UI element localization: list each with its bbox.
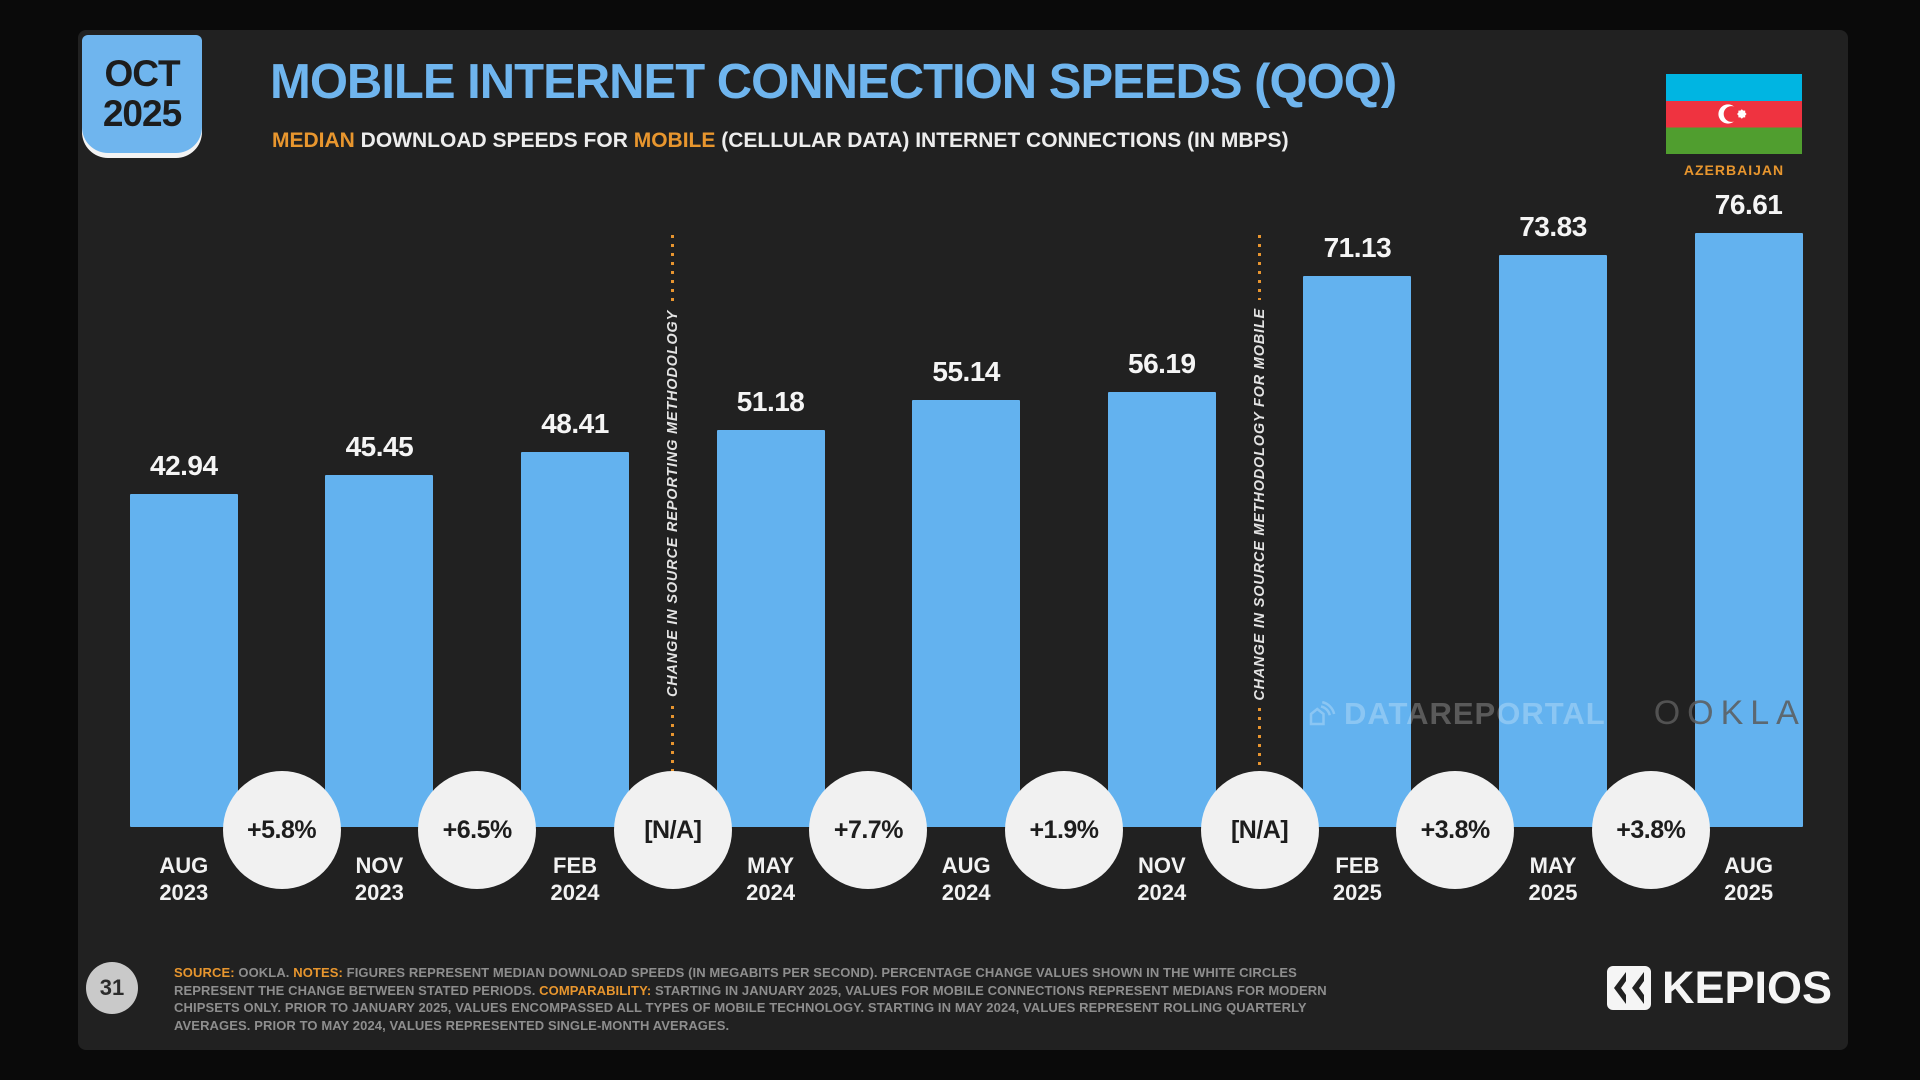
change-value: [N/A] [1230, 815, 1289, 844]
page-number-badge: 31 [86, 962, 138, 1014]
change-value: [N/A] [644, 815, 702, 844]
bar-value-label: 71.13 [1323, 231, 1392, 263]
bar [129, 494, 238, 827]
category-label: NOV 2023 [354, 853, 404, 905]
bar-value-label: 45.45 [345, 430, 414, 462]
page-subtitle: MEDIAN DOWNLOAD SPEEDS FOR MOBILE (CELLU… [272, 129, 1289, 153]
azerbaijan-flag-icon [1666, 74, 1802, 154]
methodology-annotation-text: CHANGE IN SOURCE REPORTING METHODOLOGY [664, 310, 681, 698]
dotted-line [1258, 708, 1262, 774]
bar [716, 430, 825, 827]
text-segment: DOWNLOAD SPEEDS FOR [354, 129, 634, 152]
page-title: MOBILE INTERNET CONNECTION SPEEDS (QOQ) [270, 55, 1397, 109]
change-value: +3.8% [1420, 815, 1491, 844]
dotted-line [671, 235, 675, 303]
watermark-datareportal: DATAREPORTAL [1306, 696, 1606, 732]
country-label: AZERBAIJAN [1683, 162, 1785, 178]
text-segment: STARTING IN JANUARY 2025, VALUES FOR MOB… [174, 982, 1327, 1033]
category-label: MAY 2024 [746, 853, 796, 905]
country-flag-block: AZERBAIJAN [1666, 74, 1802, 178]
bar-value-label: 51.18 [736, 386, 805, 418]
bar-value-label: 55.14 [932, 355, 1000, 387]
category-label: AUG 2025 [1724, 853, 1774, 905]
methodology-annotation: CHANGE IN SOURCE REPORTING METHODOLOGY [662, 235, 684, 773]
change-circle: +1.9% [1005, 771, 1123, 889]
change-circle: +6.5% [418, 771, 537, 889]
bar [325, 474, 434, 827]
kepios-wordmark: KEPIOS [1661, 962, 1832, 1013]
change-circle: +7.7% [809, 771, 928, 889]
bar-value-label: 76.61 [1714, 189, 1783, 221]
text-segment: NOTES: [293, 965, 343, 980]
methodology-annotation-text: CHANGE IN SOURCE METHODOLOGY FOR MOBILE [1251, 307, 1268, 701]
change-circle: +3.8% [1396, 771, 1515, 889]
bar [521, 451, 629, 827]
text-segment: OOKLA. [234, 965, 294, 980]
slide-background: OCT 2025 MOBILE INTERNET CONNECTION SPEE… [78, 30, 1848, 1050]
bar [912, 399, 1021, 827]
watermark-ookla-text: OOKLA [1653, 694, 1806, 732]
bar [1694, 233, 1803, 827]
bar-value-label: 48.41 [541, 407, 609, 439]
text-segment: FIGURES REPRESENT MEDIAN DOWNLOAD SPEEDS… [174, 965, 1297, 998]
change-value: +1.9% [1029, 815, 1099, 844]
bar [1499, 254, 1607, 827]
change-value: +7.7% [833, 815, 904, 844]
date-badge: OCT 2025 [82, 35, 202, 153]
methodology-annotation: CHANGE IN SOURCE METHODOLOGY FOR MOBILE [1249, 235, 1271, 774]
dotted-line [671, 705, 675, 773]
bar-value-label: 42.94 [150, 450, 218, 482]
category-label: MAY 2025 [1528, 853, 1578, 905]
category-label: FEB 2025 [1332, 853, 1382, 905]
date-badge-month: OCT [104, 53, 180, 95]
text-segment: COMPARABILITY: [539, 982, 652, 998]
category-label: AUG 2023 [159, 853, 209, 905]
text-segment: SOURCE: [174, 965, 235, 980]
text-segment: MOBILE [633, 129, 716, 152]
bar [1303, 275, 1412, 827]
text-segment: (CELLULAR DATA) INTERNET CONNECTIONS (IN… [715, 129, 1289, 152]
category-label: NOV 2024 [1137, 853, 1187, 905]
date-badge-year: 2025 [102, 93, 182, 134]
bar-value-label: 56.19 [1128, 347, 1196, 379]
kepios-logo: KEPIOS [1606, 962, 1832, 1014]
change-circle: [N/A] [1200, 771, 1319, 889]
text-segment: MEDIAN [272, 129, 355, 152]
source-notes: SOURCE: OOKLA. NOTES: FIGURES REPRESENT … [174, 964, 1344, 1034]
change-value: +3.8% [1616, 815, 1686, 844]
kepios-icon [1606, 966, 1651, 1010]
change-circle: [N/A] [613, 771, 732, 889]
watermark: DATAREPORTAL OOKLA [1306, 694, 1806, 733]
bar [1107, 391, 1216, 827]
watermark-datareportal-text: DATAREPORTAL [1344, 695, 1606, 731]
datareportal-icon [1309, 700, 1336, 725]
change-value: +6.5% [442, 815, 513, 844]
category-label: AUG 2024 [941, 853, 991, 905]
change-circle: +5.8% [222, 771, 341, 889]
change-circle: +3.8% [1591, 771, 1710, 889]
bar-chart: 42.94 AUG 2023 45.45 NOV 2023 48.41 FEB 2024 51.1… [78, 30, 1848, 1050]
change-value: +5.8% [247, 815, 317, 844]
dotted-line [1258, 235, 1262, 300]
bar-value-label: 73.83 [1519, 210, 1587, 242]
category-label: FEB 2024 [550, 853, 600, 905]
